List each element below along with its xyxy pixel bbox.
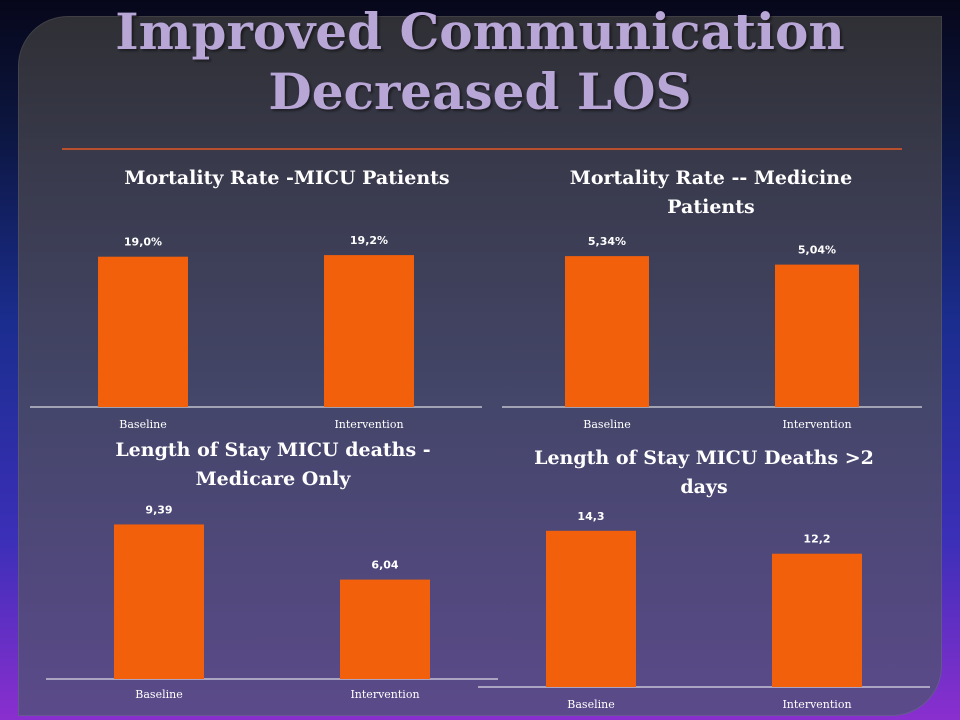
slide-title-line-2: Decreased LOS xyxy=(268,62,692,121)
data-label: 9,39 xyxy=(145,503,172,516)
tick-label: Baseline xyxy=(567,698,614,711)
data-label: 5,04% xyxy=(798,244,836,257)
chart-mortality-micu: Mortality Rate -MICU Patients 19,0% Baseli… xyxy=(30,167,482,431)
bar xyxy=(775,264,859,407)
chart-los-medicare: Length of Stay MICU deaths - Medicare Onl… xyxy=(46,439,498,701)
tick-label: Intervention xyxy=(782,418,851,431)
tick-label: Intervention xyxy=(334,418,403,431)
bar xyxy=(98,256,188,407)
bar xyxy=(340,579,430,679)
chart-title: Mortality Rate -- Medicine xyxy=(570,167,852,189)
data-label: 19,2% xyxy=(350,234,388,247)
slide-title: Improved Communication Decreased LOS xyxy=(0,2,960,122)
bar xyxy=(565,256,649,407)
bar xyxy=(114,524,204,679)
bar xyxy=(546,530,636,687)
chart-title: Length of Stay MICU Deaths >2 xyxy=(534,447,874,469)
data-label: 6,04 xyxy=(371,559,398,572)
tick-label: Intervention xyxy=(350,688,419,701)
tick-label: Baseline xyxy=(119,418,166,431)
data-label: 12,2 xyxy=(803,533,830,546)
data-label: 19,0% xyxy=(124,236,162,249)
chart-title: Mortality Rate -MICU Patients xyxy=(124,167,449,189)
chart-title: Medicare Only xyxy=(196,468,352,490)
tick-label: Baseline xyxy=(135,688,182,701)
chart-title: Patients xyxy=(667,196,754,218)
data-label: 5,34% xyxy=(588,235,626,248)
data-label: 14,3 xyxy=(577,510,604,523)
slide-title-line-1: Improved Communication xyxy=(115,2,845,61)
tick-label: Intervention xyxy=(782,698,851,711)
title-divider xyxy=(62,148,902,150)
chart-title: Length of Stay MICU deaths - xyxy=(115,439,430,461)
tick-label: Baseline xyxy=(583,418,630,431)
bar xyxy=(324,255,414,407)
chart-mortality-medicine: Mortality Rate -- Medicine Patients 5,34% B… xyxy=(502,167,922,431)
chart-los-over-2-days: Length of Stay MICU Deaths >2 days 14,3 Bas… xyxy=(478,447,930,711)
chart-title: days xyxy=(680,476,727,498)
bar xyxy=(772,553,862,687)
